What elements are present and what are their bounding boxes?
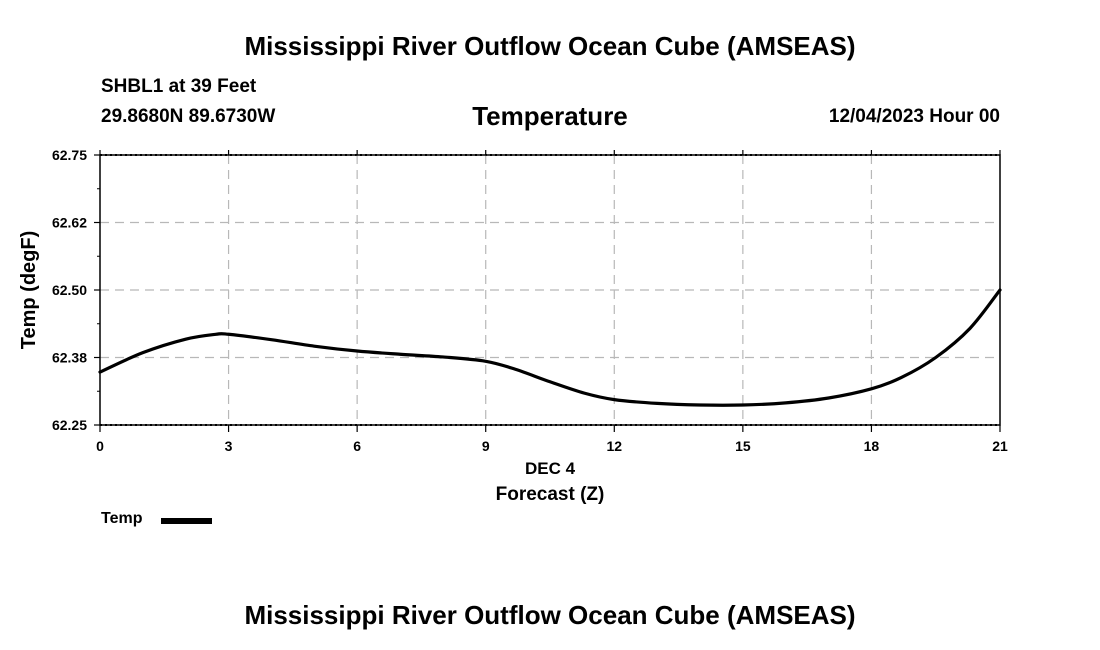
x-tick-label: 21: [992, 438, 1008, 454]
y-tick-label: 62.25: [52, 417, 87, 433]
variable-title: Temperature: [472, 101, 628, 131]
x-tick-labels: 0 3 6 9 12 15 18 21: [96, 438, 1008, 454]
series-line-temp: [98, 288, 1002, 407]
coordinates-label: 29.8680N 89.6730W: [101, 106, 276, 127]
x-tick-label: 18: [864, 438, 880, 454]
x-tick-label: 0: [96, 438, 104, 454]
y-tick-label: 62.38: [52, 350, 87, 366]
y-axis-label: Temp (degF): [18, 231, 40, 350]
x-axis-label: Forecast (Z): [496, 484, 605, 505]
y-tick-label: 62.62: [52, 215, 87, 231]
x-tick-label: 3: [225, 438, 233, 454]
axis-ticks: [94, 150, 1001, 432]
grid: [100, 154, 1000, 426]
station-label: SHBL1 at 39 Feet: [101, 76, 257, 97]
legend-swatch: [161, 518, 212, 524]
legend-label: Temp: [101, 510, 143, 527]
x-tick-label: 15: [735, 438, 751, 454]
x-tick-label: 9: [482, 438, 490, 454]
y-tick-label: 62.50: [52, 282, 87, 298]
x-tick-label: 6: [353, 438, 361, 454]
main-title: Mississippi River Outflow Ocean Cube (AM…: [244, 31, 856, 61]
footer-title: Mississippi River Outflow Ocean Cube (AM…: [244, 600, 856, 630]
datetime-label: 12/04/2023 Hour 00: [828, 106, 1000, 127]
x-axis-date-label: DEC 4: [525, 459, 576, 478]
y-tick-label: 62.75: [52, 147, 87, 163]
y-tick-labels: 62.25 62.38 62.50 62.62 62.75: [52, 147, 87, 433]
x-tick-label: 12: [606, 438, 622, 454]
